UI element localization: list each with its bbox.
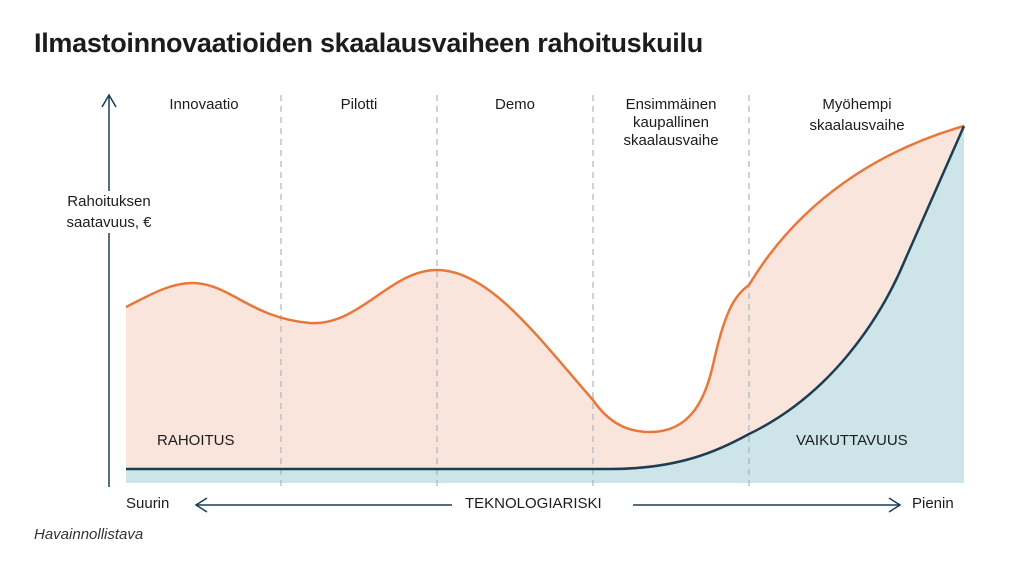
y-axis-label: Rahoituksen saatavuus, € [44,191,174,233]
phase-label: kaupallinen [633,114,709,131]
phase-label: skaalausvaihe [623,132,719,149]
phase-innovaatio: Innovaatio [124,96,284,114]
y-axis-label-line: Rahoituksen [67,193,151,210]
illustrative-note: Havainnollistava [34,526,144,543]
x-axis-arrow-left [194,497,452,513]
x-axis-title: TEKNOLOGIARISKI [465,495,602,512]
phase-label: skaalausvaihe [809,117,905,134]
phase-pilotti: Pilotti [279,96,439,114]
y-axis-label-line: saatavuus, € [66,214,152,231]
phase-first-commercial: Ensimmäinen kaupallinen skaalausvaihe [591,96,751,150]
phase-label: Ensimmäinen [625,96,717,113]
impact-curve [126,125,966,471]
page-title: Ilmastoinnovaatioiden skaalausvaiheen ra… [34,28,703,58]
funding-area [126,126,964,483]
funding-area-label: RAHOITUS [157,432,235,449]
phase-label: Innovaatio [169,96,239,113]
funding-curve [125,124,965,434]
x-axis-left-label: Suurin [126,495,170,512]
impact-area-label: VAIKUTTAVUUS [796,432,908,449]
phase-later-scaling: Myöhempi skaalausvaihe [777,96,937,135]
phase-demo: Demo [435,96,595,114]
impact-area [126,126,964,483]
phase-label: Myöhempi [822,96,892,113]
phase-label: Pilotti [340,96,378,113]
phase-label: Demo [494,96,535,113]
y-axis-arrow [101,93,117,487]
x-axis-arrow-right [633,497,902,513]
x-axis-right-label: Pienin [912,495,954,512]
